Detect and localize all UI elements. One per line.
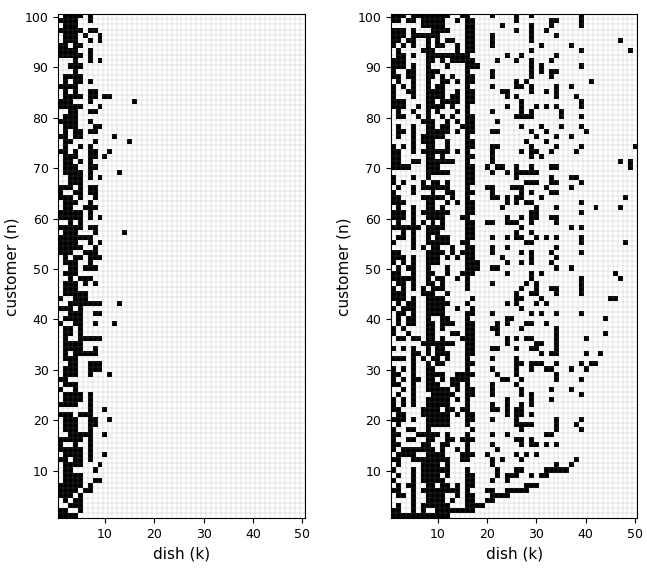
Y-axis label: customer (n): customer (n)	[336, 217, 352, 316]
Y-axis label: customer (n): customer (n)	[4, 217, 19, 316]
X-axis label: dish (k): dish (k)	[153, 547, 210, 562]
X-axis label: dish (k): dish (k)	[485, 547, 543, 562]
